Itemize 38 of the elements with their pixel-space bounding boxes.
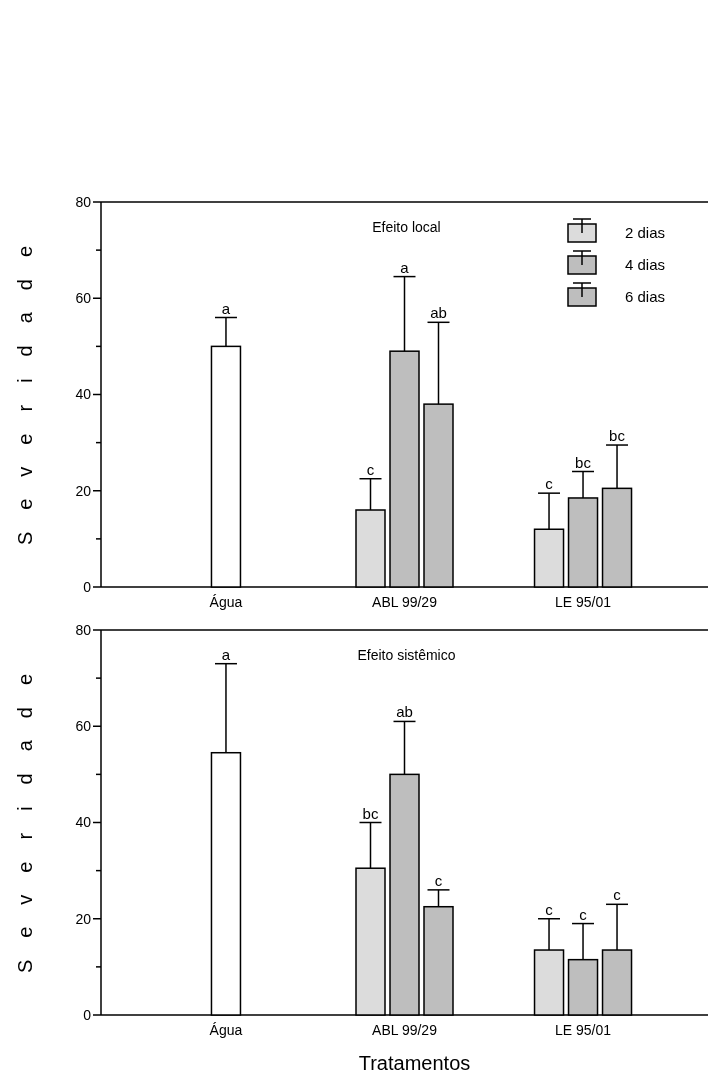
legend-label: 2 dias <box>625 224 666 242</box>
y-axis-title: Severidade <box>14 223 36 546</box>
annotation: c <box>579 905 588 923</box>
y-tick-label: 40 <box>75 386 92 403</box>
x-tick-label: ABL 99/29 <box>372 1022 438 1038</box>
x-tick-label: LE 95/01 <box>555 594 612 610</box>
y-tick-label: 80 <box>75 621 92 638</box>
x-tick-label: Água <box>209 594 243 610</box>
x-tick-label: ABL 99/29 <box>372 594 438 610</box>
y-tick-label: 60 <box>75 718 92 735</box>
y-tick-label: 0 <box>83 1006 92 1023</box>
legend-label: 4 dias <box>625 256 666 274</box>
annotation: a <box>221 299 231 317</box>
y-axis-title: Severidade <box>14 651 36 974</box>
annotation: c <box>366 460 375 478</box>
y-tick-label: 80 <box>75 193 92 210</box>
y-tick-label: 40 <box>75 814 92 831</box>
annotation: bc <box>362 804 379 822</box>
y-tick-label: 20 <box>75 910 92 927</box>
annotation: bc <box>609 427 626 445</box>
x-axis-title: Tratamentos <box>358 1052 471 1074</box>
annotation: c <box>545 900 554 918</box>
annotation: ab <box>396 703 413 721</box>
annotation: c <box>613 886 622 904</box>
text: Efeito local <box>372 219 441 235</box>
annotation: c <box>434 871 443 889</box>
y-tick-label: 20 <box>75 482 92 499</box>
annotation: a <box>400 258 410 276</box>
y-tick-label: 60 <box>75 290 92 307</box>
annotation: c <box>545 475 554 493</box>
x-tick-label: LE 95/01 <box>555 1022 612 1038</box>
annotation: ab <box>430 304 447 322</box>
annotation: a <box>221 645 231 663</box>
y-tick-label: 0 <box>83 578 92 595</box>
text: Efeito sistêmico <box>357 647 456 663</box>
annotation: bc <box>575 453 592 471</box>
x-tick-label: Água <box>209 1022 243 1038</box>
legend-label: 6 dias <box>625 288 666 306</box>
